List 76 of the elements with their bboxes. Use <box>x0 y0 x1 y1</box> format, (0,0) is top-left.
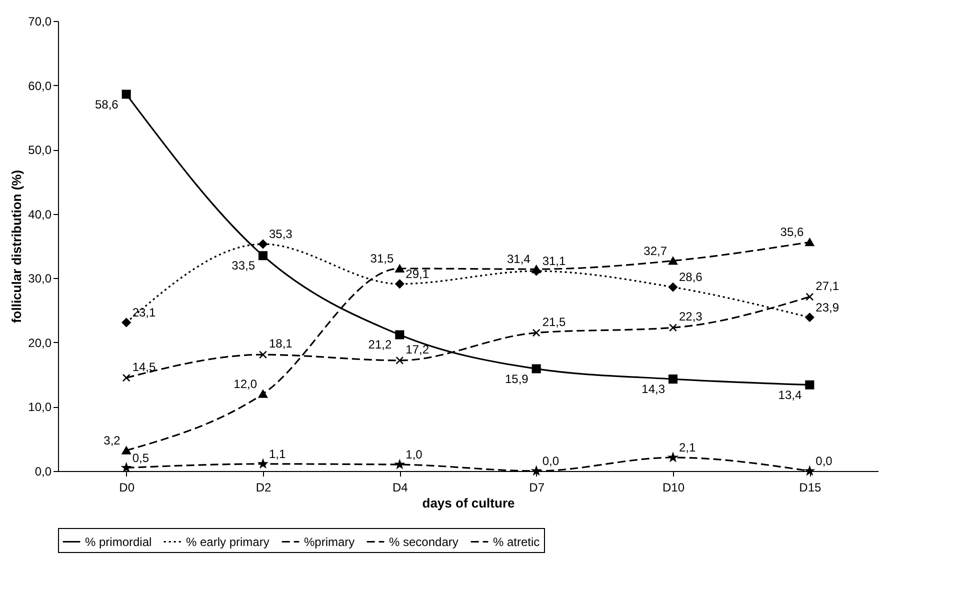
point <box>258 459 268 468</box>
point <box>805 238 814 246</box>
data-label: 3,2 <box>104 433 121 448</box>
point <box>806 292 814 301</box>
data-label: 58,6 <box>94 97 119 112</box>
data-label: 35,3 <box>269 227 293 242</box>
point <box>668 282 678 292</box>
data-label: 14,5 <box>132 360 156 374</box>
data-label: 0,0 <box>816 454 833 468</box>
data-label: 0,0 <box>542 454 560 468</box>
legend-label: % early primary <box>186 534 270 549</box>
point <box>805 312 814 322</box>
x-tick-label: D7 <box>529 480 545 494</box>
data-label: 23,1 <box>132 306 156 320</box>
data-label: 35,6 <box>780 225 804 240</box>
x-axis-title: days of culture <box>422 496 515 510</box>
point <box>669 324 677 332</box>
point <box>668 256 678 265</box>
data-label: 22,3 <box>679 310 703 324</box>
point <box>395 279 404 288</box>
point <box>258 251 268 260</box>
y-tick-label: 20,0 <box>28 336 52 350</box>
point <box>668 452 678 462</box>
data-label: 14,3 <box>642 382 666 396</box>
data-label: 17,2 <box>406 342 430 356</box>
data-label: 31,1 <box>542 254 566 268</box>
data-label: 1,1 <box>269 446 286 461</box>
point <box>395 330 404 340</box>
x-tick-label: D10 <box>662 480 685 494</box>
y-axis-title: follicular distribution (%) <box>9 170 24 324</box>
data-label: 31,4 <box>506 252 531 266</box>
point <box>532 328 540 337</box>
data-label: 15,9 <box>504 372 529 386</box>
x-tick-label: D4 <box>392 480 408 494</box>
x-tick-label: D2 <box>256 480 272 494</box>
legend-label: % secondary <box>389 534 458 549</box>
data-label: 21,2 <box>368 338 392 352</box>
data-label: 1,0 <box>406 448 423 462</box>
point <box>259 350 267 359</box>
point <box>396 356 404 364</box>
y-tick-label: 0,0 <box>34 464 52 478</box>
point <box>532 364 541 374</box>
y-tick-label: 60,0 <box>28 78 52 93</box>
point <box>122 318 131 328</box>
y-tick-label: 70,0 <box>28 14 52 28</box>
data-label: 2,1 <box>679 440 696 454</box>
point <box>805 380 814 390</box>
y-tick-label: 30,0 <box>28 272 52 286</box>
data-label: 32,7 <box>644 244 668 258</box>
data-label: 33,5 <box>232 258 256 273</box>
point <box>258 240 268 249</box>
legend-label: % primordial <box>85 534 152 549</box>
point <box>258 390 268 398</box>
y-tick-label: 50,0 <box>28 143 52 158</box>
point <box>395 264 404 273</box>
point <box>532 265 541 274</box>
data-label: 27,1 <box>816 278 840 293</box>
data-label: 28,6 <box>679 270 703 284</box>
point <box>668 374 678 384</box>
legend-label: %primary <box>304 534 355 549</box>
data-label: 0,5 <box>132 450 150 465</box>
data-label: 12,0 <box>234 376 258 391</box>
data-label: 21,5 <box>542 314 566 329</box>
data-label: 18,1 <box>269 336 293 351</box>
data-label: 29,1 <box>406 266 430 281</box>
point <box>122 446 131 454</box>
y-tick-label: 40,0 <box>28 207 52 222</box>
point <box>122 90 131 99</box>
data-label: 23,9 <box>816 300 840 314</box>
data-label: 31,5 <box>370 252 394 266</box>
x-tick-label: D0 <box>119 480 135 494</box>
point <box>122 374 130 382</box>
legend-label: % atretic <box>493 534 540 549</box>
x-tick-label: D15 <box>799 480 822 494</box>
y-tick-label: 10,0 <box>28 400 52 414</box>
data-label: 13,4 <box>778 388 802 402</box>
